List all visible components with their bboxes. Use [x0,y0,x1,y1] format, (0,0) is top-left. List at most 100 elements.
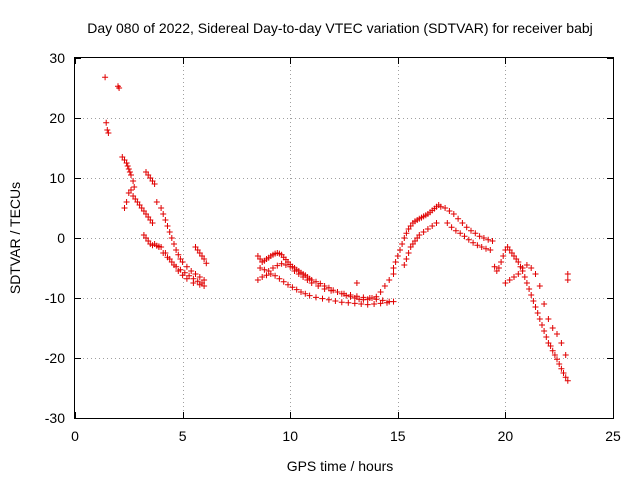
data-point [308,280,315,286]
data-point [472,230,479,237]
data-point [315,283,322,289]
data-point [160,250,167,256]
data-point [519,265,526,271]
data-point [149,220,156,226]
x-tick-label: 20 [498,428,514,444]
data-point [551,352,558,358]
data-point [543,334,550,340]
data-point [313,294,319,301]
data-point [345,299,352,306]
data-point [532,304,539,310]
data-point [190,275,197,282]
data-point [328,287,335,294]
data-point [377,300,384,307]
data-point [364,301,371,308]
data-point [188,268,195,274]
data-point [564,377,571,384]
data-point [562,374,569,381]
data-point [186,272,193,279]
data-point [270,265,276,271]
data-point [263,272,270,279]
data-point [377,289,384,295]
data-point [285,281,291,288]
data-point [126,169,133,175]
data-point [160,211,167,217]
data-point [300,274,307,280]
data-point [347,292,354,298]
data-point [526,286,533,292]
data-point [446,208,453,214]
data-point [325,296,332,303]
data-point [523,280,530,286]
data-point [153,199,160,205]
data-point [483,245,489,252]
data-point [302,290,309,297]
data-point [351,300,358,307]
data-point [116,85,123,91]
data-point [278,260,285,267]
data-point [272,272,279,279]
data-point [515,259,522,265]
data-point [405,250,412,256]
data-series-sdtvar [102,74,571,384]
data-point [558,340,565,346]
data-point [158,205,165,211]
data-point [338,299,345,306]
data-point [121,205,128,211]
data-point [166,229,173,235]
data-point [319,295,326,302]
data-point [463,224,470,231]
data-point [171,241,177,247]
data-point [280,278,287,285]
data-point [199,280,205,286]
data-point [536,283,543,289]
y-tick-label: 20 [49,110,65,126]
data-point [105,130,112,136]
y-tick-label: -10 [45,290,65,306]
data-point [480,235,487,241]
x-tick-labels: 0 5 10 15 20 25 [71,428,621,444]
data-point [564,277,571,283]
data-point [293,286,300,293]
data-point [313,278,319,285]
data-point [104,127,111,133]
data-point [196,274,203,280]
data-point [282,262,289,268]
data-point [155,244,162,250]
data-point [384,299,390,306]
data-point [399,241,406,247]
data-point [532,271,539,277]
data-point [457,230,464,237]
data-point [276,275,283,282]
data-point [366,295,373,301]
data-point [424,226,431,232]
data-point [498,259,505,265]
x-axis-label: GPS time / hours [287,458,394,474]
data-point [547,343,554,349]
data-point [123,199,130,205]
data-point [274,262,281,269]
data-point [476,233,483,240]
data-point [506,277,513,283]
data-point [487,247,494,253]
y-tick-label: -20 [45,350,65,366]
data-point [401,262,408,268]
data-point [528,265,535,271]
data-point [102,74,109,81]
data-point [485,236,492,243]
data-point [334,289,341,295]
data-point [433,220,440,226]
data-point [304,277,311,283]
data-point [183,263,190,270]
data-point [353,280,360,286]
data-point [390,265,397,271]
data-point [465,236,472,243]
data-point [403,256,410,262]
x-tick-label: 15 [390,428,406,444]
data-point [128,172,134,178]
y-axis-label: SDTVAR / TECUs [7,182,23,294]
data-point [448,224,455,231]
data-point [468,227,474,234]
data-point [560,370,567,376]
data-point [549,347,556,354]
